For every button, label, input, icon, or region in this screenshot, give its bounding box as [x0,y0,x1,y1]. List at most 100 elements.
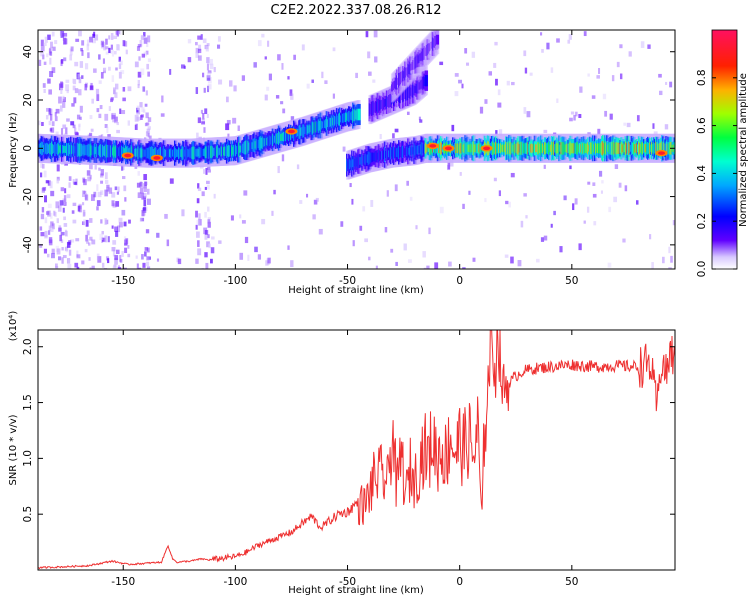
spectrogram-noise-cell [146,247,150,253]
spectrogram-noise-cell [143,51,148,57]
spectrogram-noise-cell [88,132,93,139]
spectrogram-noise-cell [145,90,148,96]
spectrogram-noise-cell [104,124,108,129]
spectrogram-noise-cell [39,243,43,248]
spectrogram-noise-cell [99,105,103,110]
spectrogram-noise-cell [137,192,142,199]
spectrogram-noise-cell [624,185,628,192]
spectrogram-noise-cell [100,42,105,49]
spectrogram-noise-cell [280,101,284,105]
spectrogram-noise-cell [54,112,57,117]
spectrogram-noise-cell [409,196,413,201]
spectrogram-noise-cell [206,241,210,248]
spectrogram-noise-cell [306,193,309,198]
spectrogram-noise-cell [108,106,111,111]
spectrogram-noise-cell [497,102,502,108]
spectrogram-noise-cell [257,254,262,260]
spectrogram-noise-cell [103,67,107,71]
spectrogram-noise-cell [569,165,572,170]
spectrogram-noise-cell [121,250,124,258]
spectrogram-noise-cell [553,210,556,216]
spectrogram-noise-cell [123,236,127,243]
spectrogram-noise-cell [668,246,671,254]
spectrogram-noise-cell [59,200,64,206]
spectrogram-noise-cell [68,249,72,256]
spectrogram-noise-cell [550,67,554,73]
spectrogram-noise-cell [137,71,142,78]
spectrogram-noise-cell [69,48,73,56]
spectrogram-noise-cell [268,73,272,81]
spectrogram-noise-cell [84,82,88,88]
spectrogram-noise-cell [56,248,61,255]
spectrogram-noise-cell [277,54,281,61]
spectrogram-noise-cell [495,78,498,86]
spectrogram-noise-cell [114,255,119,261]
spectrogram-noise-cell [115,30,118,35]
spectrogram-noise-cell [668,267,672,269]
spectrogram-noise-cell [146,188,150,195]
snr-y-multiplier: (x10⁴) [8,311,19,342]
spectrogram-noise-cell [138,56,141,61]
spectrogram-noise-cell [79,116,82,120]
spectrogram-noise-cell [498,190,502,197]
spectrogram-noise-cell [143,37,148,44]
spectrogram-noise-cell [569,117,573,122]
spectrogram-noise-cell [181,64,185,69]
spectrogram-noise-cell [42,83,46,88]
spectrogram-noise-cell [66,89,69,94]
spectrogram-noise-cell [136,46,141,51]
spectrogram-noise-cell [66,241,71,248]
spectrogram-noise-cell [664,124,669,130]
spectrogram-noise-cell [117,265,120,269]
spectrogram-noise-cell [89,36,93,43]
spectrogram-noise-cell [65,84,70,92]
colorbar-tick-label: 0.4 [696,165,708,182]
spectrogram-noise-cell [59,234,63,242]
spectrogram-noise-cell [484,198,487,203]
spectrogram-noise-cell [124,197,127,202]
spectrogram-noise-cell [592,193,597,198]
spectrogram-noise-cell [187,39,192,44]
spectrogram-noise-cell [127,86,132,92]
spectrogram-noise-cell [210,247,215,254]
spectrogram-noise-cell [70,121,75,126]
spectrogram-noise-cell [101,262,105,268]
spectrogram-noise-cell [43,170,47,178]
spectrogram-noise-cell [86,43,90,51]
spectrogram-noise-cell [672,220,675,226]
spectrogram-y-tick-label: -40 [22,236,34,253]
spectrogram-noise-cell [523,50,527,57]
spectrogram-noise-cell [206,113,209,118]
spectrogram-noise-cell [72,202,77,207]
spectrogram-noise-cell [146,261,150,267]
spectrogram-noise-cell [265,260,269,266]
spectrogram-noise-cell [114,257,118,265]
spectrogram-noise-cell [147,126,151,130]
spectrogram-noise-cell [520,220,524,228]
spectrogram-noise-cell [209,63,214,70]
spectrogram-noise-cell [206,63,210,71]
spectrogram-noise-cell [46,211,50,215]
spectrogram-noise-cell [147,35,151,43]
spectrogram-noise-cell [556,98,559,103]
spectrogram-noise-cell [114,226,118,232]
spectrogram-hotspot-core [429,144,437,148]
spectrogram-noise-cell [200,109,203,114]
spectrogram-noise-cell [48,89,52,95]
snr-y-label: SNR (10 * v/v) [8,414,19,485]
spectrogram-noise-cell [454,91,459,97]
spectrogram-noise-cell [135,123,138,131]
colorbar-tick-label: 0.8 [696,69,708,86]
spectrogram-noise-cell [136,105,140,111]
spectrogram-noise-cell [64,223,67,227]
spectrogram-noise-cell [202,38,207,44]
spectrogram-noise-cell [573,114,576,121]
spectrogram-noise-cell [47,253,50,258]
spectrogram-noise-cell [41,207,45,213]
spectrogram-hotspot-core [153,156,161,160]
spectrogram-noise-cell [510,256,514,264]
spectrogram-noise-cell [142,207,146,211]
spectrogram-noise-cell [462,267,466,269]
snr-frame [37,329,676,571]
spectrogram-noise-cell [40,232,45,237]
